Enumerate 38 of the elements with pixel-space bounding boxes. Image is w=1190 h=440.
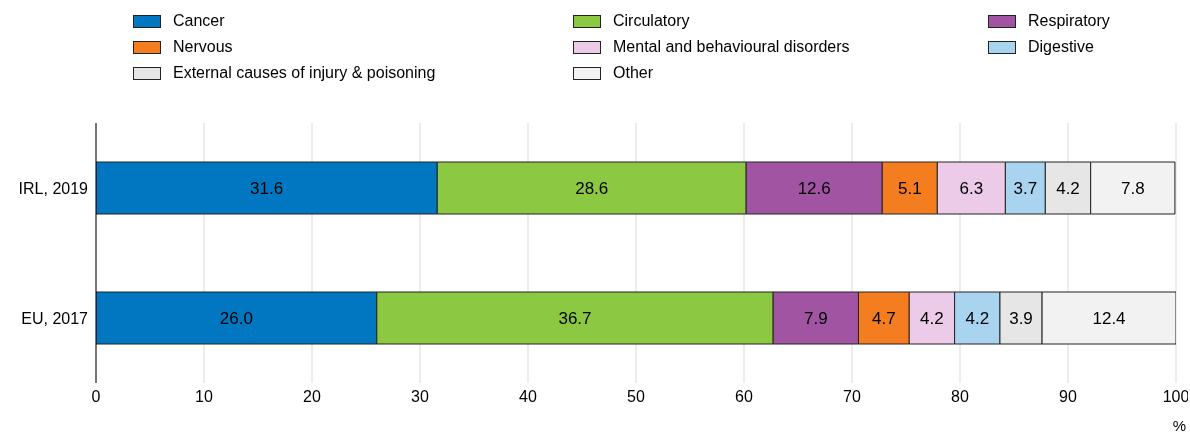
data-label: 12.4	[1092, 308, 1126, 328]
legend-label: Respiratory	[1028, 12, 1110, 30]
data-label: 4.7	[872, 308, 896, 328]
data-label: 4.2	[1056, 178, 1080, 198]
legend-label: External causes of injury & poisoning	[173, 64, 436, 82]
x-axis-title: %	[1172, 417, 1186, 434]
data-label: 26.0	[219, 308, 253, 328]
x-tick-label: 90	[1059, 388, 1077, 406]
data-label: 4.2	[965, 308, 990, 328]
data-label: 5.1	[897, 178, 922, 198]
data-label: 12.6	[797, 178, 831, 198]
x-tick-label: 40	[519, 388, 537, 406]
data-label: 7.8	[1120, 178, 1145, 198]
x-tick-label: 20	[303, 388, 321, 406]
data-label: 36.7	[558, 308, 592, 328]
y-tick-label: EU, 2017	[21, 309, 89, 327]
legend-label: Nervous	[173, 38, 233, 56]
data-label: 6.3	[959, 178, 984, 198]
data-label: 28.6	[575, 178, 609, 198]
x-tick-label: 0	[91, 388, 101, 406]
legend-label: Digestive	[1028, 38, 1094, 56]
x-tick-label: 100	[1162, 388, 1190, 406]
data-label: 3.9	[1009, 308, 1033, 328]
legend-label: Cancer	[173, 12, 225, 30]
x-tick-label: 30	[411, 388, 429, 406]
data-label: 4.2	[920, 308, 944, 328]
x-tick-label: 10	[195, 388, 213, 406]
data-label: 7.9	[804, 308, 828, 328]
legend-label: Circulatory	[613, 12, 690, 30]
y-tick-label: IRL, 2019	[18, 179, 89, 197]
data-label: 31.6	[250, 178, 284, 198]
x-tick-label: 70	[843, 388, 861, 406]
x-tick-label: 50	[627, 388, 645, 406]
x-tick-label: 60	[735, 388, 753, 406]
legend-label: Mental and behavioural disorders	[613, 38, 850, 56]
data-label: 3.7	[1013, 178, 1038, 198]
x-tick-label: 80	[951, 388, 969, 406]
legend-label: Other	[613, 64, 654, 82]
